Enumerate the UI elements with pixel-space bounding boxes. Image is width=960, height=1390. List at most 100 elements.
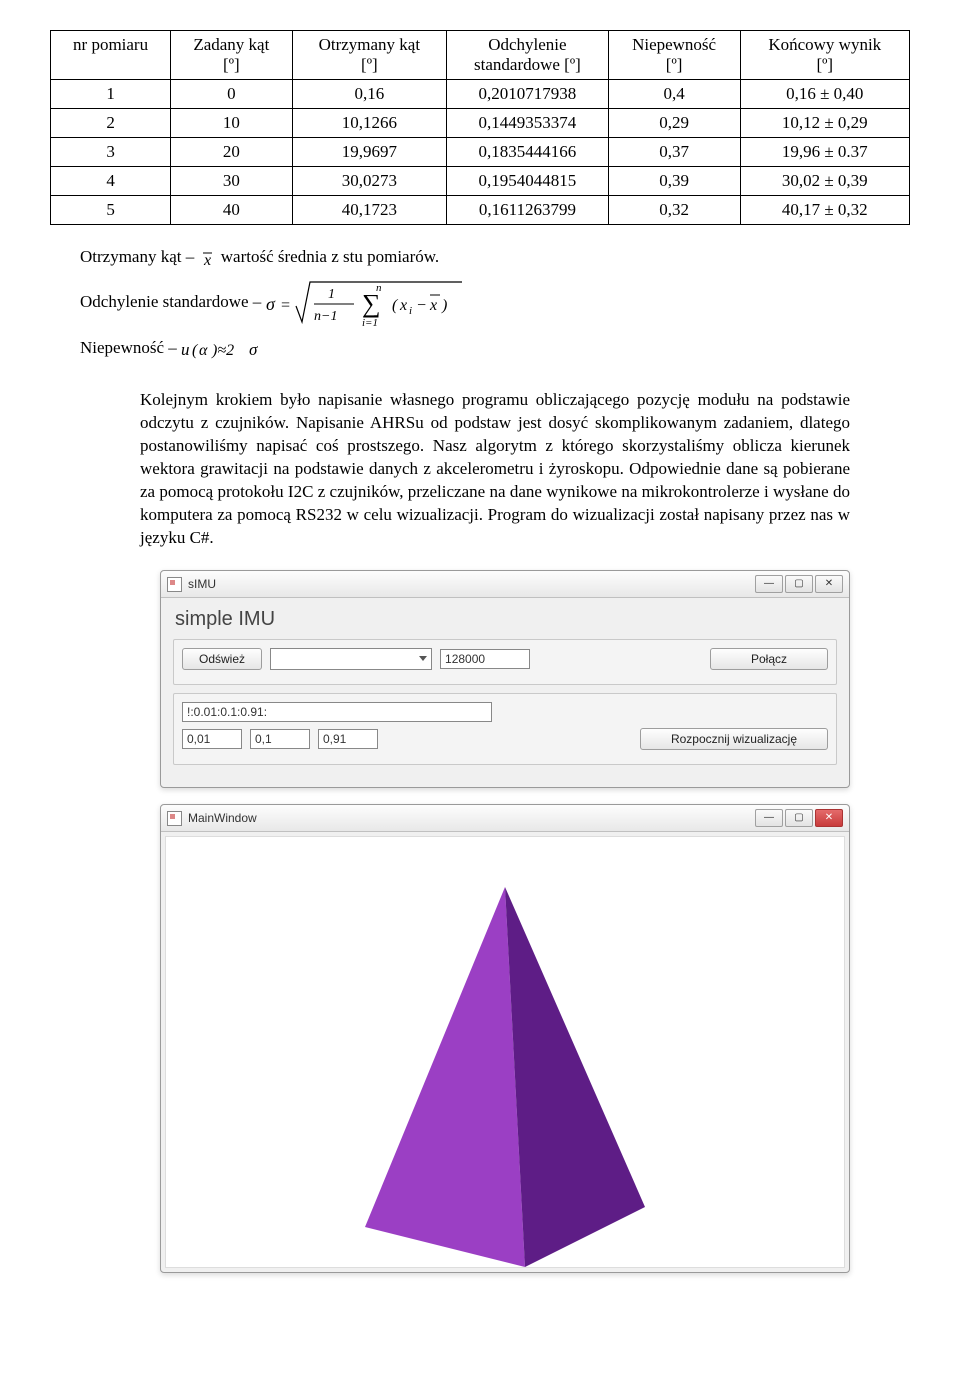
table-row: 32019,96970,18354441660,3719,96 ± 0.37 (51, 138, 910, 167)
mainwindow-title: MainWindow (188, 811, 755, 825)
data-group: !:0.01:0.1:0.91: 0,01 0,1 0,91 Rozpoczni… (173, 693, 837, 765)
port-combo[interactable] (270, 648, 432, 670)
app-screenshots: sIMU — ▢ ✕ simple IMU Odśwież 128000 Poł… (160, 570, 850, 1273)
table-cell: 0,16 (292, 80, 447, 109)
refresh-button[interactable]: Odśwież (182, 648, 262, 670)
svg-text:): ) (441, 297, 447, 314)
table-cell: 0,37 (608, 138, 740, 167)
def-uncertainty: Niepewność – u ( α )≈2 σ (80, 332, 910, 365)
svg-text:i: i (409, 305, 412, 317)
table-cell: 0,1611263799 (447, 196, 609, 225)
table-cell: 0,29 (608, 109, 740, 138)
mainwindow-app-icon (167, 811, 182, 826)
simu-heading: simple IMU (175, 608, 837, 631)
table-header: Otrzymany kąt[º] (292, 31, 447, 80)
def-mean-label: Otrzymany kąt – (80, 247, 199, 266)
maximize-button[interactable]: ▢ (785, 575, 813, 593)
definitions-block: Otrzymany kąt – x wartość średnia z stu … (80, 241, 910, 365)
table-row: 21010,12660,14493533740,2910,12 ± 0,29 (51, 109, 910, 138)
table-cell: 40,1723 (292, 196, 447, 225)
table-cell: 0,32 (608, 196, 740, 225)
vector-line[interactable]: !:0.01:0.1:0.91: (182, 702, 492, 722)
svg-text:σ: σ (249, 340, 258, 359)
table-row: 43030,02730,19540448150,3930,02 ± 0,39 (51, 167, 910, 196)
uncertainty-formula: u ( α )≈2 σ (181, 333, 291, 365)
table-cell: 40 (171, 196, 292, 225)
v2-input[interactable]: 0,1 (250, 729, 310, 749)
table-header: Niepewność[º] (608, 31, 740, 80)
table-cell: 0,39 (608, 167, 740, 196)
table-header: nr pomiaru (51, 31, 171, 80)
start-viz-button[interactable]: Rozpocznij wizualizację (640, 728, 828, 750)
table-cell: 10,1266 (292, 109, 447, 138)
svg-text:−: − (416, 297, 427, 314)
table-cell: 20 (171, 138, 292, 167)
def-stddev-label: Odchylenie standardowe – (80, 292, 266, 311)
close-button[interactable]: ✕ (815, 575, 843, 593)
table-header: Końcowy wynik[º] (740, 31, 910, 80)
svg-text:σ: σ (266, 294, 276, 314)
table-cell: 10 (171, 109, 292, 138)
table-cell: 2 (51, 109, 171, 138)
table-cell: 0,2010717938 (447, 80, 609, 109)
minimize-button[interactable]: — (755, 575, 783, 593)
table-cell: 0,1954044815 (447, 167, 609, 196)
simu-window: sIMU — ▢ ✕ simple IMU Odśwież 128000 Poł… (160, 570, 850, 788)
table-cell: 0 (171, 80, 292, 109)
svg-text:(: ( (192, 342, 199, 359)
table-cell: 3 (51, 138, 171, 167)
def-stddev: Odchylenie standardowe – σ = 1 n−1 n ∑ i… (80, 274, 910, 332)
table-cell: 19,9697 (292, 138, 447, 167)
xbar-symbol: x (199, 242, 217, 274)
table-row: 54040,17230,16112637990,3240,17 ± 0,32 (51, 196, 910, 225)
table-cell: 0,4 (608, 80, 740, 109)
mainwindow-titlebar: MainWindow — ▢ ✕ (161, 805, 849, 832)
stddev-formula: σ = 1 n−1 n ∑ i=1 ( x i − x ) (266, 274, 466, 332)
table-cell: 0,1449353374 (447, 109, 609, 138)
simu-titlebar: sIMU — ▢ ✕ (161, 571, 849, 598)
connect-button[interactable]: Połącz (710, 648, 828, 670)
table-header: Odchyleniestandardowe [º] (447, 31, 609, 80)
maximize-button[interactable]: ▢ (785, 809, 813, 827)
table-cell: 0,1835444166 (447, 138, 609, 167)
svg-text:α: α (199, 342, 208, 359)
pyramid-shape (355, 887, 655, 1268)
svg-text:1: 1 (328, 287, 335, 302)
svg-text:)≈2: )≈2 (211, 342, 234, 359)
measurements-table: nr pomiaruZadany kąt[º]Otrzymany kąt[º]O… (50, 30, 910, 225)
svg-text:=: = (280, 297, 291, 314)
table-cell: 4 (51, 167, 171, 196)
v3-input[interactable]: 0,91 (318, 729, 378, 749)
svg-text:∑: ∑ (362, 289, 381, 318)
svg-text:u: u (181, 340, 190, 359)
table-cell: 0,16 ± 0,40 (740, 80, 910, 109)
description-paragraph: Kolejnym krokiem było napisanie własnego… (140, 389, 850, 550)
visualization-canvas (165, 836, 845, 1268)
baud-input[interactable]: 128000 (440, 649, 530, 669)
svg-text:x: x (429, 297, 437, 314)
minimize-button[interactable]: — (755, 809, 783, 827)
close-button[interactable]: ✕ (815, 809, 843, 827)
svg-text:i=1: i=1 (362, 317, 378, 329)
simu-title: sIMU (188, 577, 755, 591)
def-uncertainty-label: Niepewność – (80, 338, 181, 357)
table-cell: 19,96 ± 0.37 (740, 138, 910, 167)
table-cell: 40,17 ± 0,32 (740, 196, 910, 225)
v1-input[interactable]: 0,01 (182, 729, 242, 749)
table-cell: 30,02 ± 0,39 (740, 167, 910, 196)
table-header: Zadany kąt[º] (171, 31, 292, 80)
table-cell: 30 (171, 167, 292, 196)
connect-group: Odśwież 128000 Połącz (173, 639, 837, 685)
svg-text:(: ( (392, 297, 399, 314)
table-cell: 5 (51, 196, 171, 225)
svg-text:n−1: n−1 (314, 309, 337, 324)
svg-text:x: x (203, 252, 211, 268)
table-cell: 10,12 ± 0,29 (740, 109, 910, 138)
svg-text:x: x (399, 297, 407, 314)
mainwindow: MainWindow — ▢ ✕ (160, 804, 850, 1273)
def-mean-text: wartość średnia z stu pomiarów. (221, 247, 439, 266)
simu-app-icon (167, 577, 182, 592)
table-cell: 1 (51, 80, 171, 109)
table-cell: 30,0273 (292, 167, 447, 196)
def-mean: Otrzymany kąt – x wartość średnia z stu … (80, 241, 910, 274)
